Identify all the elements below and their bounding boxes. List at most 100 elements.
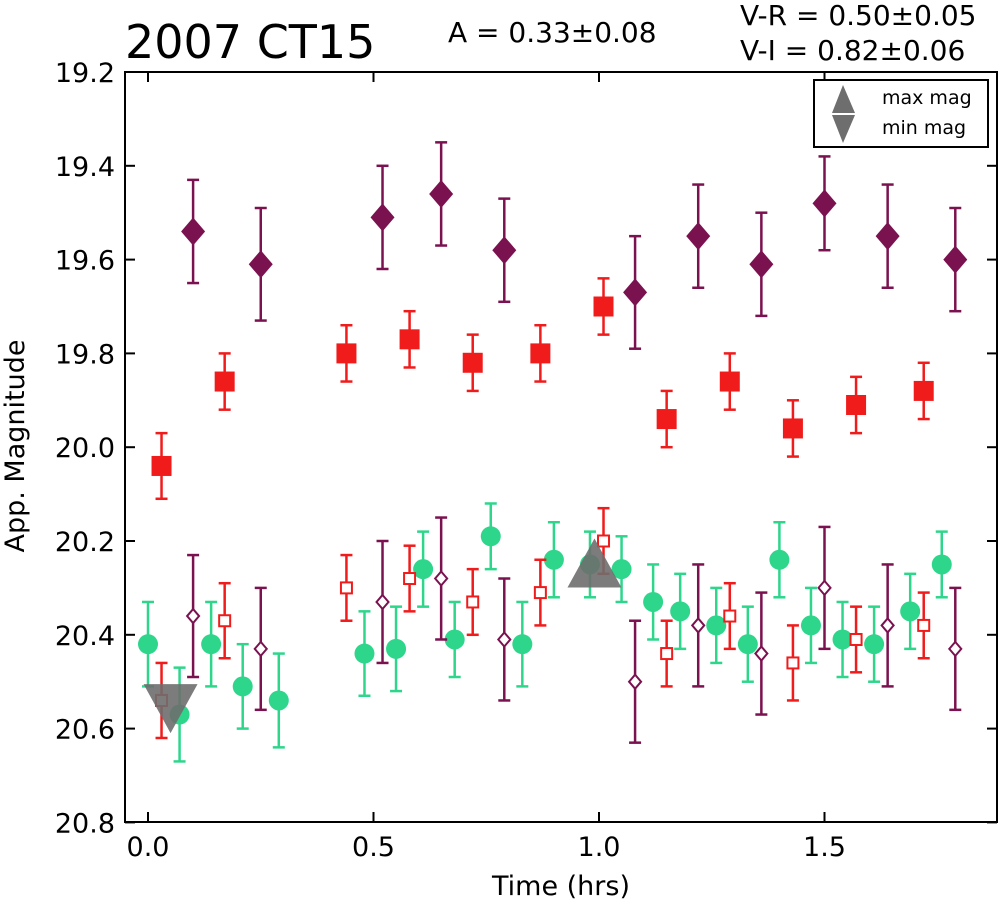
legend-max-mag-label: max mag [882, 87, 972, 109]
data-point-open-diamond [754, 645, 769, 663]
data-point-circle [643, 591, 664, 612]
data-point-open-square [597, 534, 611, 548]
data-point-circle [543, 549, 564, 570]
data-point-circle [512, 634, 533, 655]
data-point-open-square [218, 614, 232, 628]
data-point-open-square [849, 632, 863, 646]
max-mag-marker [567, 538, 622, 588]
data-point-diamond [429, 179, 454, 208]
data-point-diamond [686, 222, 711, 251]
axes: 0.0 0.5 1.0 1.5 19.2 19.4 19.6 19.8 20.0 20.2 20.4… [55, 58, 998, 863]
data-point-square [151, 455, 172, 476]
data-point-diamond [248, 250, 273, 279]
series-0 [181, 141, 968, 350]
data-point-circle [268, 690, 289, 711]
data-point-square [846, 394, 867, 415]
x-tick-label: 1.5 [803, 832, 846, 863]
data-point-square [399, 329, 420, 350]
data-point-diamond [875, 222, 900, 251]
data-point-diamond [812, 189, 837, 218]
data-point-circle [900, 601, 921, 622]
data-point-open-square [917, 618, 931, 632]
data-point-circle [670, 601, 691, 622]
data-point-open-square [339, 581, 353, 595]
data-point-open-diamond [185, 607, 201, 625]
data-point-square [462, 352, 483, 373]
data-point-square [593, 296, 614, 317]
min-mag-marker [143, 684, 198, 734]
data-point-circle [232, 676, 253, 697]
y-tick-label: 20.0 [55, 433, 115, 464]
y-tick-label: 20.4 [55, 621, 115, 652]
data-point-circle [611, 559, 632, 580]
data-point-circle [480, 526, 501, 547]
data-point-circle [931, 554, 952, 575]
x-tick-label: 0.0 [127, 832, 170, 863]
data-point-open-diamond [947, 640, 963, 658]
data-point-square [913, 380, 934, 401]
y-tick-label: 19.2 [55, 58, 115, 89]
legend-min-mag-label: min mag [882, 117, 966, 139]
data-point-open-diamond [253, 640, 269, 658]
y-tick-label: 19.6 [55, 246, 115, 277]
data-point-square [336, 343, 357, 364]
data-point-circle [201, 634, 222, 655]
data-point-diamond [492, 236, 517, 265]
data-point-square [214, 371, 235, 392]
series-3 [155, 506, 931, 740]
data-point-circle [138, 634, 158, 655]
data-point-square [782, 418, 803, 439]
data-point-circle [832, 629, 853, 650]
data-point-circle [444, 629, 465, 650]
data-point-diamond [623, 278, 648, 307]
data-point-open-square [786, 656, 800, 670]
data-point-diamond [943, 245, 968, 274]
x-tick-label: 0.5 [352, 832, 395, 863]
data-point-open-diamond [375, 593, 390, 611]
y-tick-label: 20.2 [55, 527, 115, 558]
data-point-circle [800, 615, 821, 636]
data-point-open-square [723, 609, 737, 623]
series-6 [143, 684, 198, 734]
data-point-circle [737, 634, 758, 655]
data-point-circle [769, 549, 790, 570]
y-tick-label: 20.8 [55, 808, 115, 839]
x-tick-label: 1.0 [578, 832, 621, 863]
data-point-open-diamond [627, 673, 643, 691]
y-axis-label: App. Magnitude [0, 340, 31, 553]
data-point-circle [386, 638, 407, 659]
series-1 [151, 277, 934, 501]
data-point-open-diamond [433, 569, 449, 588]
data-point-square [530, 343, 551, 364]
data-point-circle [706, 615, 727, 636]
data-point-square [656, 409, 677, 430]
data-point-open-diamond [496, 630, 512, 649]
series-4 [185, 516, 963, 744]
v-i-annotation: V-I = 0.82±0.06 [740, 34, 965, 67]
y-tick-label: 20.6 [55, 715, 115, 746]
data-point-circle [354, 643, 375, 664]
legend-min-mag-marker [832, 115, 855, 143]
data-point-open-diamond [817, 579, 832, 597]
data-point-square [719, 371, 740, 392]
data-point-open-diamond [690, 616, 706, 634]
v-r-annotation: V-R = 0.50±0.05 [740, 0, 976, 32]
data-marks [138, 141, 968, 763]
y-tick-label: 19.8 [55, 339, 115, 370]
data-point-diamond [749, 250, 774, 279]
data-point-diamond [370, 203, 395, 232]
y-tick-label: 19.4 [55, 152, 115, 183]
legend-max-mag-marker [832, 85, 855, 113]
data-point-circle [864, 634, 885, 655]
data-point-open-square [403, 572, 417, 586]
data-point-open-square [660, 647, 674, 661]
data-point-circle [413, 559, 434, 580]
series-5 [567, 538, 622, 588]
chart-title: 2007 CT15 [125, 15, 375, 69]
legend: max mag min mag [813, 79, 989, 148]
amplitude-annotation: A = 0.33±0.08 [448, 16, 657, 49]
data-point-open-diamond [880, 616, 895, 634]
data-point-open-square [466, 595, 480, 609]
